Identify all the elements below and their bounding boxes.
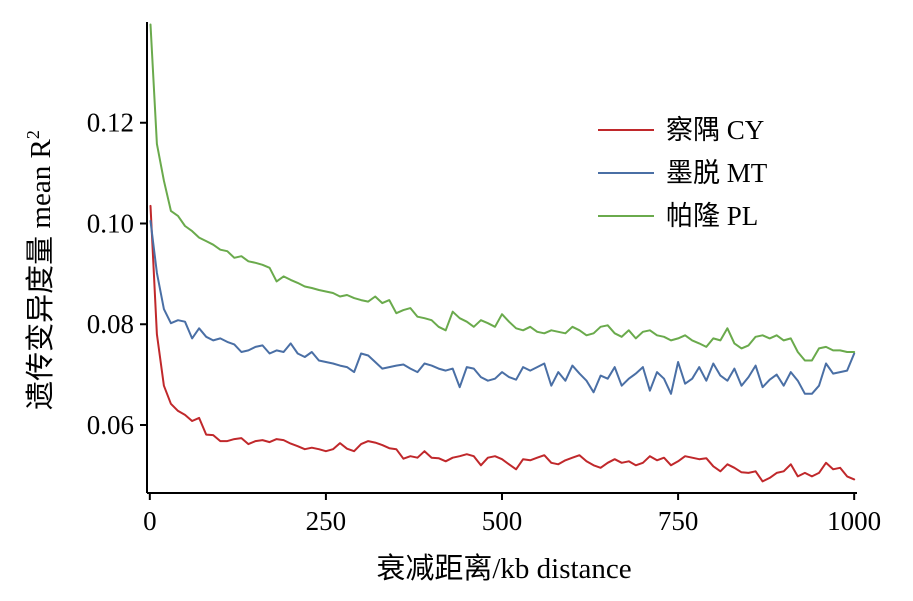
- y-tick-label: 0.06: [87, 410, 134, 440]
- legend-label: 帕隆 PL: [666, 201, 758, 231]
- x-tick-label: 1000: [827, 506, 881, 536]
- x-axis-title: 衰减距离/kb distance: [376, 552, 631, 585]
- y-axis-title-text: 遗传变异度量 mean R: [24, 139, 57, 410]
- series-line-2: [149, 220, 856, 395]
- x-tick-label: 750: [658, 506, 699, 536]
- y-tick-label: 0.10: [87, 208, 134, 238]
- x-tick-label: 250: [306, 506, 347, 536]
- x-axis-ticks: 0 250 500 750 1000: [143, 493, 881, 536]
- y-tick-label: 0.08: [87, 309, 134, 339]
- y-axis-title: 遗传变异度量 mean R2: [23, 130, 57, 410]
- x-tick-label: 500: [482, 506, 523, 536]
- legend-label: 察隅 CY: [666, 115, 764, 145]
- series-line-1: [149, 204, 856, 483]
- y-tick-label: 0.12: [87, 108, 134, 138]
- series-line-3: [149, 23, 856, 362]
- legend-label: 墨脱 MT: [666, 158, 768, 188]
- y-axis-title-superscript: 2: [23, 130, 43, 139]
- y-axis-ticks: 0.06 0.08 0.10 0.12: [87, 108, 147, 440]
- plot-area: [149, 23, 856, 483]
- x-tick-label: 0: [143, 506, 157, 536]
- legend: 察隅 CY 墨脱 MT 帕隆 PL: [598, 115, 768, 231]
